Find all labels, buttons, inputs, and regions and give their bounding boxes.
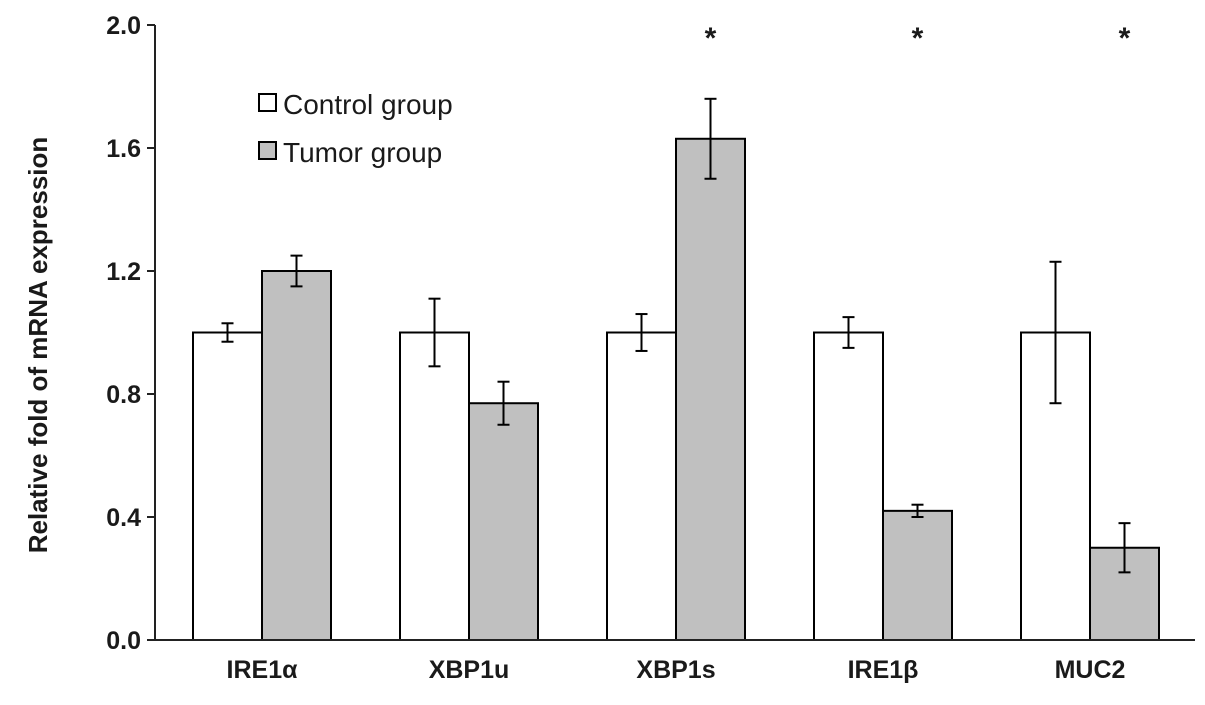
control-error-bar-4 [1049,260,1062,405]
control-error-bar-3 [842,316,855,349]
control-bar-3 [813,331,884,641]
tumor-bar-0 [261,270,332,641]
legend-item-0: Control group [258,89,453,120]
y-tick-label: 0.4 [106,504,141,532]
category-label-4: MUC2 [1055,656,1126,684]
legend-item-1: Tumor group [258,137,442,168]
control-error-bar-2 [635,313,648,352]
control-error-bar-1 [428,297,441,368]
control-bar-2 [606,331,677,641]
legend-label-0: Control group [283,89,453,120]
significance-markers: * * * [705,22,1131,55]
legend-label-1: Tumor group [283,137,442,168]
tumor-bar-2 [675,137,746,641]
tumor-error-bar-3 [911,503,924,518]
y-axis-title-group: Relative fold of mRNA expression [23,137,53,554]
control-error-bar-0 [221,322,234,343]
tumor-bar-3 [882,509,953,641]
legend-swatch-1 [258,141,277,160]
category-label-3: IRE1β [848,656,919,684]
category-label-1: XBP1u [429,656,510,684]
y-tick-label: 0.0 [106,627,141,655]
y-tick-label: 1.6 [106,135,141,163]
tumor-bar-1 [468,402,539,641]
category-label-2: XBP1s [636,656,715,684]
control-bar-0 [192,331,263,641]
axes [154,25,1195,641]
y-axis-ticks: 0.0 0.4 0.8 1.2 1.6 2.0 [106,12,155,655]
tumor-error-bar-1 [497,380,510,426]
y-tick-label: 2.0 [106,12,141,40]
legend-swatch-0 [258,93,277,112]
y-axis-title: Relative fold of mRNA expression [23,137,53,554]
tumor-error-bar-0 [290,254,303,288]
significance-star-4: * [1119,22,1131,55]
y-tick-label: 1.2 [106,258,141,286]
error-bars [221,97,1131,574]
bars [192,137,1160,641]
category-label-0: IRE1α [227,656,299,684]
tumor-error-bar-4 [1118,522,1131,574]
legend: Control group Tumor group [258,89,453,168]
category-labels: IRE1α XBP1u XBP1s IRE1β MUC2 [227,656,1126,684]
significance-star-3: * [912,22,924,55]
significance-star-2: * [705,22,717,55]
control-bar-1 [399,331,470,641]
y-tick-label: 0.8 [106,381,141,409]
tumor-error-bar-2 [704,97,717,180]
